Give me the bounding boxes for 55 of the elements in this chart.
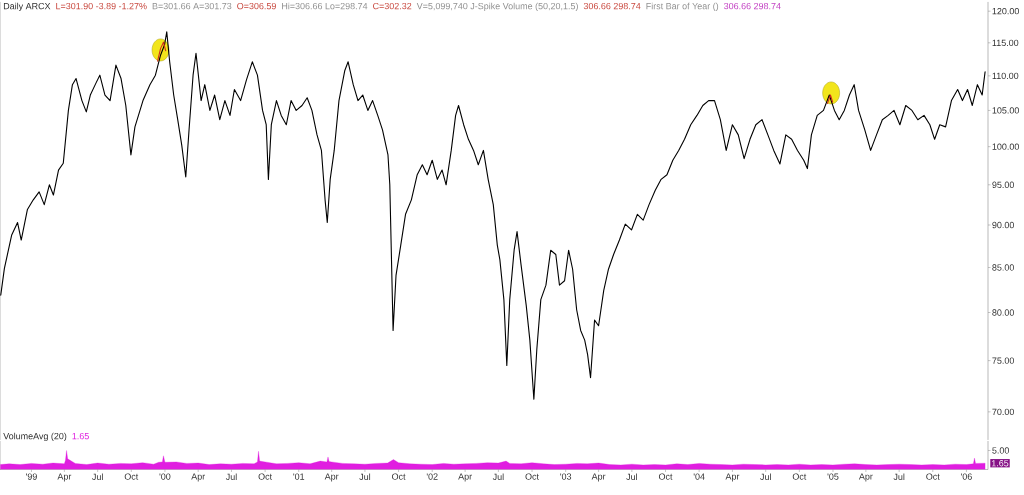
x-tick-label: Jul [626,473,637,480]
chart-subtitle: 1.65 [72,432,89,440]
annotation: O=306.59 [237,2,276,10]
x-tick-label: Oct [792,473,807,480]
x-tick-label: Oct [258,473,273,480]
x-tick-label: '02 [426,473,438,480]
x-tick-label: '05 [827,473,839,480]
x-tick-label: Jul [92,473,103,480]
x-tick-label: Apr [191,473,206,482]
annotation: First Bar of Year () [646,2,719,12]
y-tick-label: 70.00 [992,408,1014,416]
annotation: Hi=306.66 Lo=298.74 [282,2,368,10]
x-tick-label: Jul [492,473,504,480]
x-tick-label: Jul [225,473,237,480]
y-tick-label: 85.00 [992,264,1014,271]
y-tick-label: 90.00 [992,221,1014,229]
y-tick-label: 100.00 [992,143,1019,150]
chart-title: Daily ARCX [3,2,51,12]
x-tick-label: Apr [458,473,472,482]
x-tick-label: Apr [591,473,606,482]
annotation: C=302.32 [373,2,412,10]
y-tick-label: 80.00 [992,309,1014,316]
line-series [0,31,986,400]
y-tick-label: 75.00 [992,357,1014,364]
annotation: 1.65 [991,460,1009,467]
x-tick-label: Jul [893,473,905,480]
x-tick-label: Oct [124,473,139,480]
annotation: V=5,099,740 J-Spike Volume (50,20,1.5) [416,2,578,12]
x-tick-label: '06 [961,473,972,480]
x-tick-label: Jul [359,473,371,480]
y-tick-label: 105.00 [992,107,1019,114]
x-tick-label: '00 [159,473,171,480]
x-tick-label: Apr [858,473,873,482]
x-tick-label: Oct [926,473,940,480]
annotation: B=301.66 A=301.73 [152,2,232,10]
y-tick-label: 120.00 [992,8,1019,15]
annotation: L=301.90 -3.89 -1.27% [56,2,147,10]
y-tick-label: 110.00 [992,72,1019,80]
y-tick-label: 5.00 [992,447,1010,454]
x-tick-label: Jul [760,473,771,480]
x-tick-label: '99 [26,473,37,480]
x-tick-label: Apr [725,473,740,482]
x-tick-label: Oct [525,473,539,480]
y-tick-label: 95.00 [992,181,1014,188]
x-tick-label: '04 [693,473,705,480]
y-tick-label: 115.00 [992,39,1019,46]
annotation: 306.66 298.74 [583,2,641,10]
x-tick-label: Oct [658,473,673,480]
x-tick-label: Apr [57,473,72,482]
chart-title: VolumeAvg (20) [3,432,67,442]
annotation: 306.66 298.74 [723,2,781,10]
x-tick-label: Apr [324,473,339,482]
x-tick-label: '01 [293,473,305,480]
x-tick-label: '03 [560,473,572,480]
x-tick-label: Oct [392,473,406,480]
